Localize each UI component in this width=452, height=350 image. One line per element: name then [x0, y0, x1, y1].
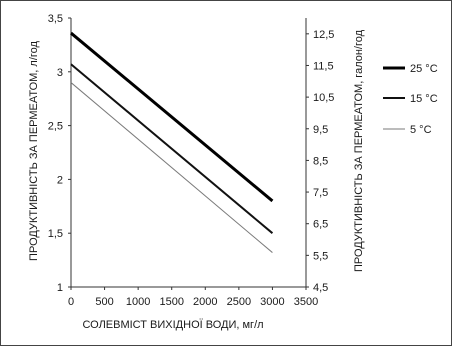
chart-legend: 25 °C 15 °C 5 °C: [383, 63, 438, 136]
y-right-tick-label: 11,5: [313, 60, 334, 72]
y-right-tick-label: 4,5: [313, 282, 328, 294]
y-right-tick-label: 8,5: [313, 155, 328, 167]
x-tick-label: 3500: [294, 296, 318, 308]
series-line-2: [70, 82, 273, 253]
x-tick-label: 0: [68, 296, 74, 308]
y-right-tick-label: 9,5: [313, 124, 328, 136]
y-left-tick-label: 1,5: [48, 228, 63, 240]
chart-axes: [70, 18, 307, 288]
y-right-tick-label: 7,5: [313, 187, 328, 199]
y-axis-title-left: ПРОДУКТИВНІСТЬ ЗА ПЕРМЕАТОМ, л/год: [28, 40, 40, 260]
y-right-tick-label: 5,5: [313, 250, 328, 262]
x-axis-title: СОЛЕВМІСТ ВИХІДНОЇ ВОДИ, мг/л: [82, 319, 263, 331]
x-tick-label: 2500: [227, 296, 251, 308]
line-chart: 0 500 1000 1500 2000 2500 3000 350011,522,533,5…: [28, 13, 438, 331]
y-left-tick-label: 3: [57, 67, 63, 79]
chart-series-lines: [70, 31, 274, 253]
y-right-tick-label: 12,5: [313, 29, 334, 41]
y-left-tick-label: 1: [57, 282, 63, 294]
y-left-tick-label: 3,5: [48, 13, 63, 25]
series-line-1: [70, 63, 274, 234]
x-tick-label: 2000: [193, 296, 217, 308]
x-tick-label: 1500: [159, 296, 183, 308]
legend-label: 5 °C: [410, 124, 432, 136]
legend-label: 15 °C: [410, 93, 438, 105]
y-left-tick-label: 2: [57, 174, 63, 186]
series-line-0: [70, 31, 274, 203]
y-left-tick-label: 2,5: [48, 121, 63, 133]
y-axis-title-right: ПРОДУКТИВНІСТЬ ЗА ПЕРМЕАТОМ, галон/год: [353, 29, 365, 272]
y-right-tick-label: 6,5: [313, 219, 328, 231]
y-right-tick-label: 10,5: [313, 92, 334, 104]
x-tick-label: 3000: [260, 296, 284, 308]
x-tick-label: 1000: [126, 296, 150, 308]
chart-ticks: 0 500 1000 1500 2000 2500 3000 350011,522,533,5…: [48, 13, 335, 308]
x-tick-label: 500: [95, 296, 113, 308]
legend-label: 25 °C: [410, 63, 438, 75]
